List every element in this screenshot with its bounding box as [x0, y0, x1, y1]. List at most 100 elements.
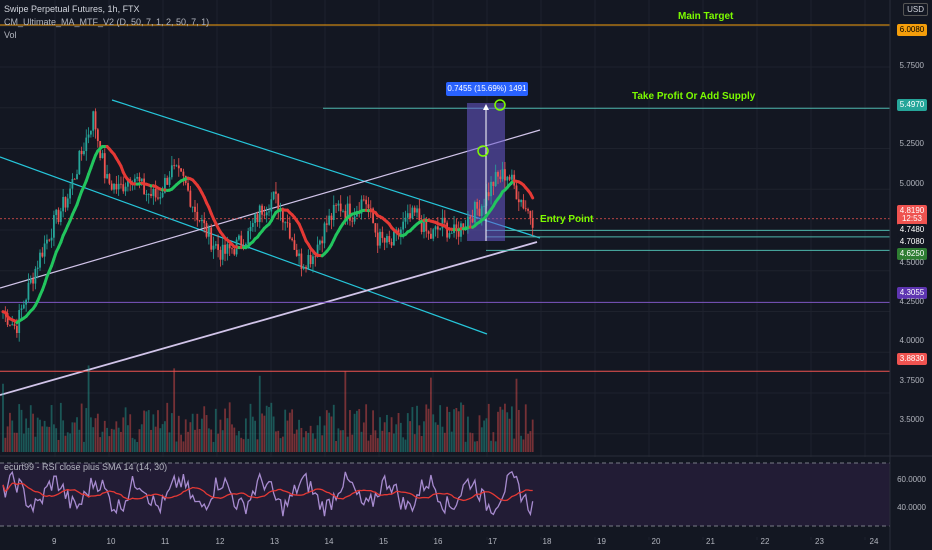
candle	[36, 267, 39, 269]
volume-bar	[430, 377, 432, 452]
time-tick: 19	[597, 537, 606, 546]
indicator-label[interactable]: CM_Ultimate_MA_MTF_V2 (D, 50, 7, 1, 2, 5…	[4, 17, 210, 27]
volume-bar	[180, 434, 183, 452]
volume-bar	[143, 410, 145, 452]
volume-bar	[268, 407, 270, 452]
volume-bar	[242, 439, 245, 452]
candle	[150, 193, 152, 196]
candle	[376, 232, 379, 246]
volume-bar	[89, 417, 92, 452]
volume-bar	[76, 417, 78, 452]
volume-bar	[210, 429, 213, 452]
volume-bar	[96, 413, 99, 452]
candle	[27, 282, 30, 300]
candle	[506, 176, 509, 181]
candle	[441, 217, 444, 229]
volume-bar	[455, 407, 458, 452]
volume-bar	[457, 411, 460, 452]
time-tick: 14	[324, 537, 334, 546]
volume-bar	[78, 429, 81, 452]
volume-bar	[369, 434, 372, 452]
candle	[78, 150, 81, 175]
time-tick: 18	[542, 537, 552, 546]
volume-bar	[147, 410, 150, 452]
candle	[194, 206, 196, 212]
candle	[490, 181, 492, 197]
candle	[251, 222, 254, 227]
candle	[217, 244, 220, 250]
candle	[402, 221, 405, 230]
candle	[52, 215, 55, 238]
rsi-title[interactable]: ecurt99 - RSI close plus SMA 14 (14, 30)	[4, 462, 168, 472]
price-tick: 3.8830	[897, 353, 927, 365]
volume-bar	[302, 437, 305, 452]
volume-bar	[406, 413, 409, 452]
candle	[34, 268, 37, 284]
time-tick: 16	[433, 537, 443, 546]
moving-average	[1, 144, 535, 325]
time-tick: 13	[270, 537, 279, 546]
candle	[302, 266, 305, 269]
candle	[113, 183, 115, 190]
candle	[145, 194, 148, 196]
volume-bar	[531, 419, 534, 452]
candle	[281, 209, 284, 223]
volume-bar	[434, 422, 437, 452]
volume-bar	[490, 440, 492, 452]
candle	[71, 178, 74, 189]
price-tick: 4.6250	[897, 248, 927, 260]
time-tick: 22	[760, 537, 770, 546]
candle	[291, 238, 294, 241]
volume-bar	[397, 412, 400, 452]
time-tick: 15	[379, 537, 388, 546]
candle	[59, 211, 62, 223]
candle	[57, 209, 60, 223]
target-circle	[494, 99, 506, 111]
ma-segment	[528, 191, 535, 200]
candle	[367, 204, 370, 209]
candle	[157, 197, 159, 199]
volume-bar	[318, 416, 321, 452]
volume-bar	[217, 433, 220, 452]
candle	[127, 179, 129, 187]
currency-badge[interactable]: USD	[903, 3, 928, 16]
volume-label[interactable]: Vol	[4, 30, 17, 40]
volume-bar	[321, 435, 324, 452]
volume-bar	[41, 426, 44, 452]
volume-bar	[238, 430, 240, 452]
candle	[240, 235, 243, 246]
candle	[277, 193, 280, 212]
candle	[256, 214, 259, 223]
volume-bar	[513, 438, 516, 452]
candle	[457, 230, 460, 237]
volume-bar	[314, 438, 317, 452]
volume-bar	[450, 431, 453, 452]
volume-bar	[272, 416, 275, 452]
candle	[448, 233, 451, 238]
volume-bar	[379, 417, 381, 452]
volume-bar	[129, 414, 132, 452]
candle	[374, 223, 377, 233]
measure-label: 0.7455 (15.69%) 1491	[446, 82, 528, 96]
volume-bar	[360, 431, 363, 452]
volume-bar	[43, 420, 46, 452]
time-tick: 23	[815, 537, 824, 546]
rsi-line	[2, 470, 534, 517]
volume-bar	[87, 365, 90, 452]
volume-bar	[25, 418, 28, 452]
candle	[360, 199, 363, 214]
candle	[117, 183, 120, 190]
candle	[106, 174, 108, 179]
candle	[159, 197, 162, 199]
volume-bar	[27, 427, 30, 452]
volume-bar	[64, 435, 67, 452]
candle	[293, 240, 296, 250]
candle	[108, 174, 111, 184]
volume-bar	[473, 441, 476, 452]
volume-bar	[469, 432, 472, 452]
volume-bar	[48, 426, 51, 452]
volume-bar	[494, 441, 497, 452]
volume-bar	[191, 413, 194, 452]
volume-bar	[399, 422, 402, 452]
